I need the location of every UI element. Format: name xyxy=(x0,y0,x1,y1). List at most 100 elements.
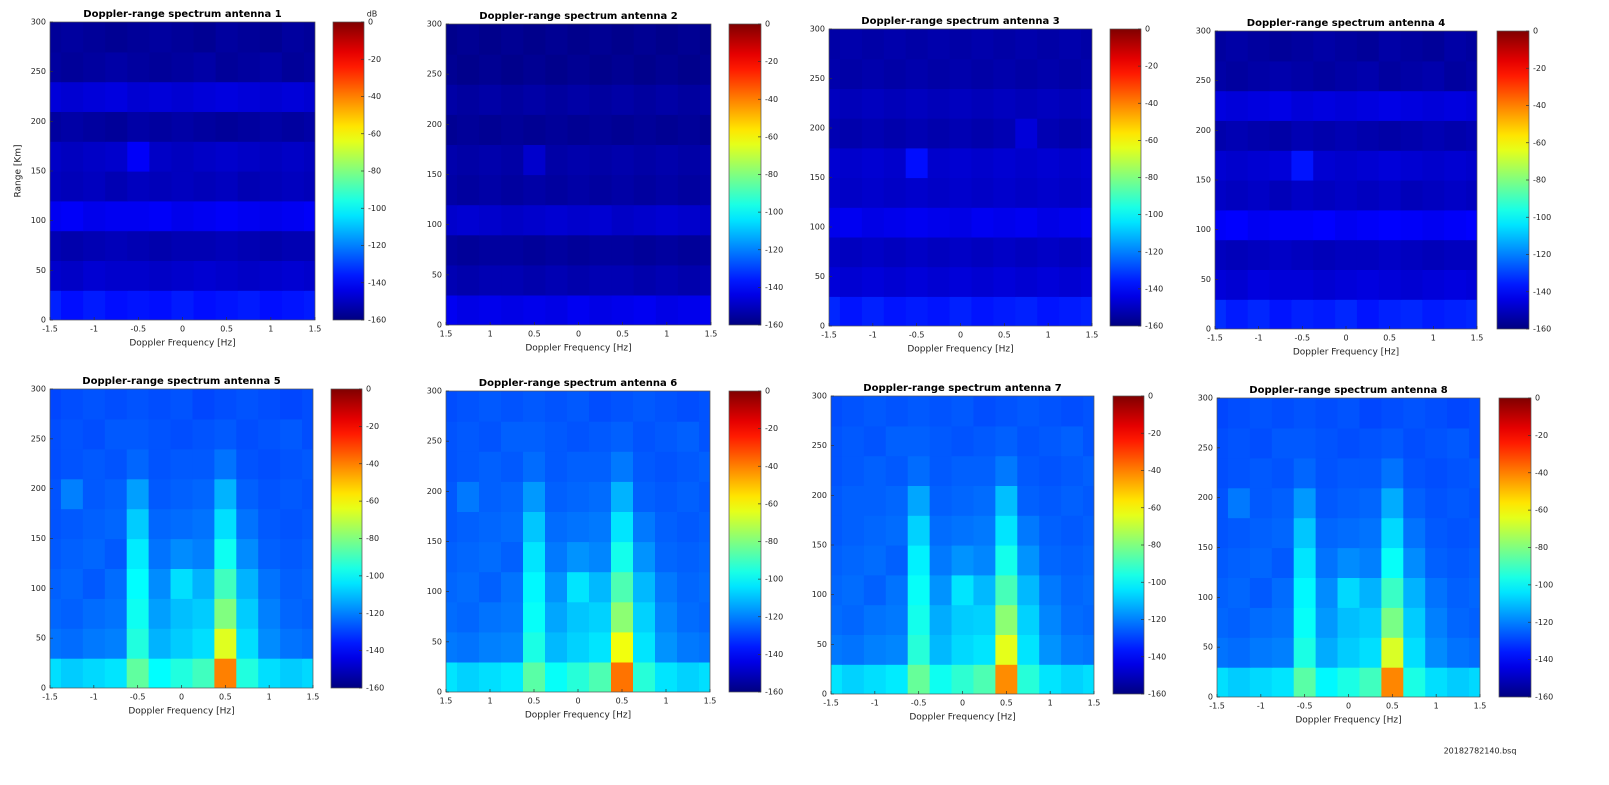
colorbar-tick-label: -80 xyxy=(1145,173,1158,182)
heatmap-cell xyxy=(457,294,480,325)
heatmap-cell xyxy=(1271,577,1295,608)
heatmap-cell xyxy=(1425,427,1448,459)
heatmap-cell xyxy=(829,236,841,268)
heatmap-cell xyxy=(479,264,502,296)
heatmap-cell xyxy=(237,230,261,261)
heatmap-cells xyxy=(831,396,1094,694)
y-tick-label: 0 xyxy=(437,321,442,330)
heatmap-cell xyxy=(214,478,237,510)
heatmap-cell xyxy=(1469,607,1480,638)
heatmap-cell xyxy=(149,260,173,291)
heatmap-cell xyxy=(446,601,458,633)
heatmap-cell xyxy=(457,204,480,236)
y-tick-label: 100 xyxy=(1196,225,1211,234)
heatmap-cell xyxy=(1466,120,1477,151)
heatmap-cell xyxy=(973,485,996,516)
heatmap-cell xyxy=(973,634,996,665)
heatmap-cell xyxy=(1081,207,1092,238)
heatmap-cell xyxy=(907,425,931,457)
chart-title: Doppler-range spectrum antenna 2 xyxy=(479,11,677,22)
heatmap-cell xyxy=(655,601,678,633)
heatmap-cell xyxy=(61,111,84,142)
heatmap-cell xyxy=(699,391,710,422)
heatmap-cell xyxy=(258,418,281,450)
heatmap-cell xyxy=(1359,457,1382,489)
heatmap-cell xyxy=(105,22,128,53)
heatmap-cell xyxy=(280,389,303,420)
heatmap-cell xyxy=(171,230,195,261)
heatmap-cell xyxy=(1403,517,1426,549)
colorbar-tick-label: -100 xyxy=(1148,578,1166,587)
heatmap-cell xyxy=(861,58,885,89)
heatmap-cell xyxy=(905,147,929,179)
heatmap-cell xyxy=(951,515,975,546)
heatmap-cell xyxy=(104,538,128,569)
heatmap-cell xyxy=(927,29,951,60)
heatmap-cell xyxy=(1422,239,1445,270)
heatmap-cell xyxy=(193,200,217,232)
heatmap-cell xyxy=(1359,517,1382,549)
heatmap-cell xyxy=(1356,60,1380,92)
heatmap-cell xyxy=(1217,607,1229,638)
heatmap-cell xyxy=(457,391,480,422)
heatmap-cell xyxy=(993,118,1016,149)
heatmap-cell xyxy=(523,144,546,176)
colorbar-tick-label: -140 xyxy=(368,278,386,287)
heatmap-cell xyxy=(1061,425,1084,457)
heatmap-cell xyxy=(258,628,281,659)
y-tick-label: 50 xyxy=(432,270,442,279)
heatmap-cell xyxy=(1059,266,1082,297)
y-tick-label: 50 xyxy=(815,272,825,281)
heatmap-cell xyxy=(567,204,591,236)
heatmap-cell xyxy=(993,29,1016,60)
heatmap-cell xyxy=(148,389,172,420)
heatmap-cell xyxy=(1291,209,1314,241)
heatmap-cell xyxy=(1083,455,1094,486)
heatmap-cell xyxy=(1247,150,1271,181)
x-tick-label: 0.5 xyxy=(219,693,232,702)
y-tick-label: 50 xyxy=(432,637,442,646)
heatmap-cell xyxy=(1017,634,1040,665)
x-tick-label: -1 xyxy=(1255,334,1263,343)
x-tick-label: 0 xyxy=(958,331,963,340)
heatmap-cell xyxy=(1017,485,1040,516)
heatmap-cell xyxy=(302,508,313,540)
heatmap-cell xyxy=(446,481,458,512)
heatmap-cell xyxy=(1269,90,1293,121)
heatmap-cell xyxy=(83,141,106,172)
heatmap-cell xyxy=(193,230,217,261)
heatmap-cell xyxy=(1313,209,1336,241)
heatmap-cell xyxy=(479,234,502,266)
colorbar-tick-label: -20 xyxy=(1148,429,1161,438)
heatmap-cell xyxy=(1400,120,1424,151)
heatmap-cell xyxy=(501,174,524,206)
chart-title: Doppler-range spectrum antenna 7 xyxy=(863,383,1061,394)
heatmap-cell xyxy=(1356,90,1380,121)
heatmap-cell xyxy=(280,628,303,659)
heatmap-cell xyxy=(501,571,524,603)
heatmap-cell xyxy=(1037,236,1060,268)
heatmap-cell xyxy=(170,418,194,450)
heatmap-cell xyxy=(303,260,315,291)
heatmap-cell xyxy=(258,598,281,629)
heatmap-cell xyxy=(1293,427,1317,459)
heatmap-cell xyxy=(1225,60,1249,92)
heatmap-cell xyxy=(1447,607,1470,638)
heatmap-cell xyxy=(214,568,237,599)
heatmap-cell xyxy=(1337,607,1361,638)
heatmap-cell xyxy=(61,200,84,232)
heatmap-cell xyxy=(1337,577,1361,608)
heatmap-cell xyxy=(1337,427,1361,459)
heatmap-cell xyxy=(1422,269,1445,300)
heatmap-cell xyxy=(126,538,150,569)
heatmap-cell xyxy=(1081,29,1092,60)
heatmap-cell xyxy=(831,604,843,635)
heatmap-cell xyxy=(1378,150,1402,181)
heatmap-cell xyxy=(655,511,678,543)
heatmap-cell xyxy=(831,425,843,457)
heatmap-cell xyxy=(237,171,261,202)
heatmap-cell xyxy=(171,290,195,320)
heatmap-cell xyxy=(589,294,613,325)
heatmap-cell xyxy=(1335,150,1358,181)
heatmap-cell xyxy=(501,661,524,692)
